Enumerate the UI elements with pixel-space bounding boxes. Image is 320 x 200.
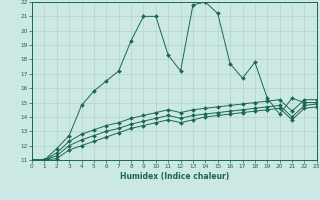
- X-axis label: Humidex (Indice chaleur): Humidex (Indice chaleur): [120, 172, 229, 181]
